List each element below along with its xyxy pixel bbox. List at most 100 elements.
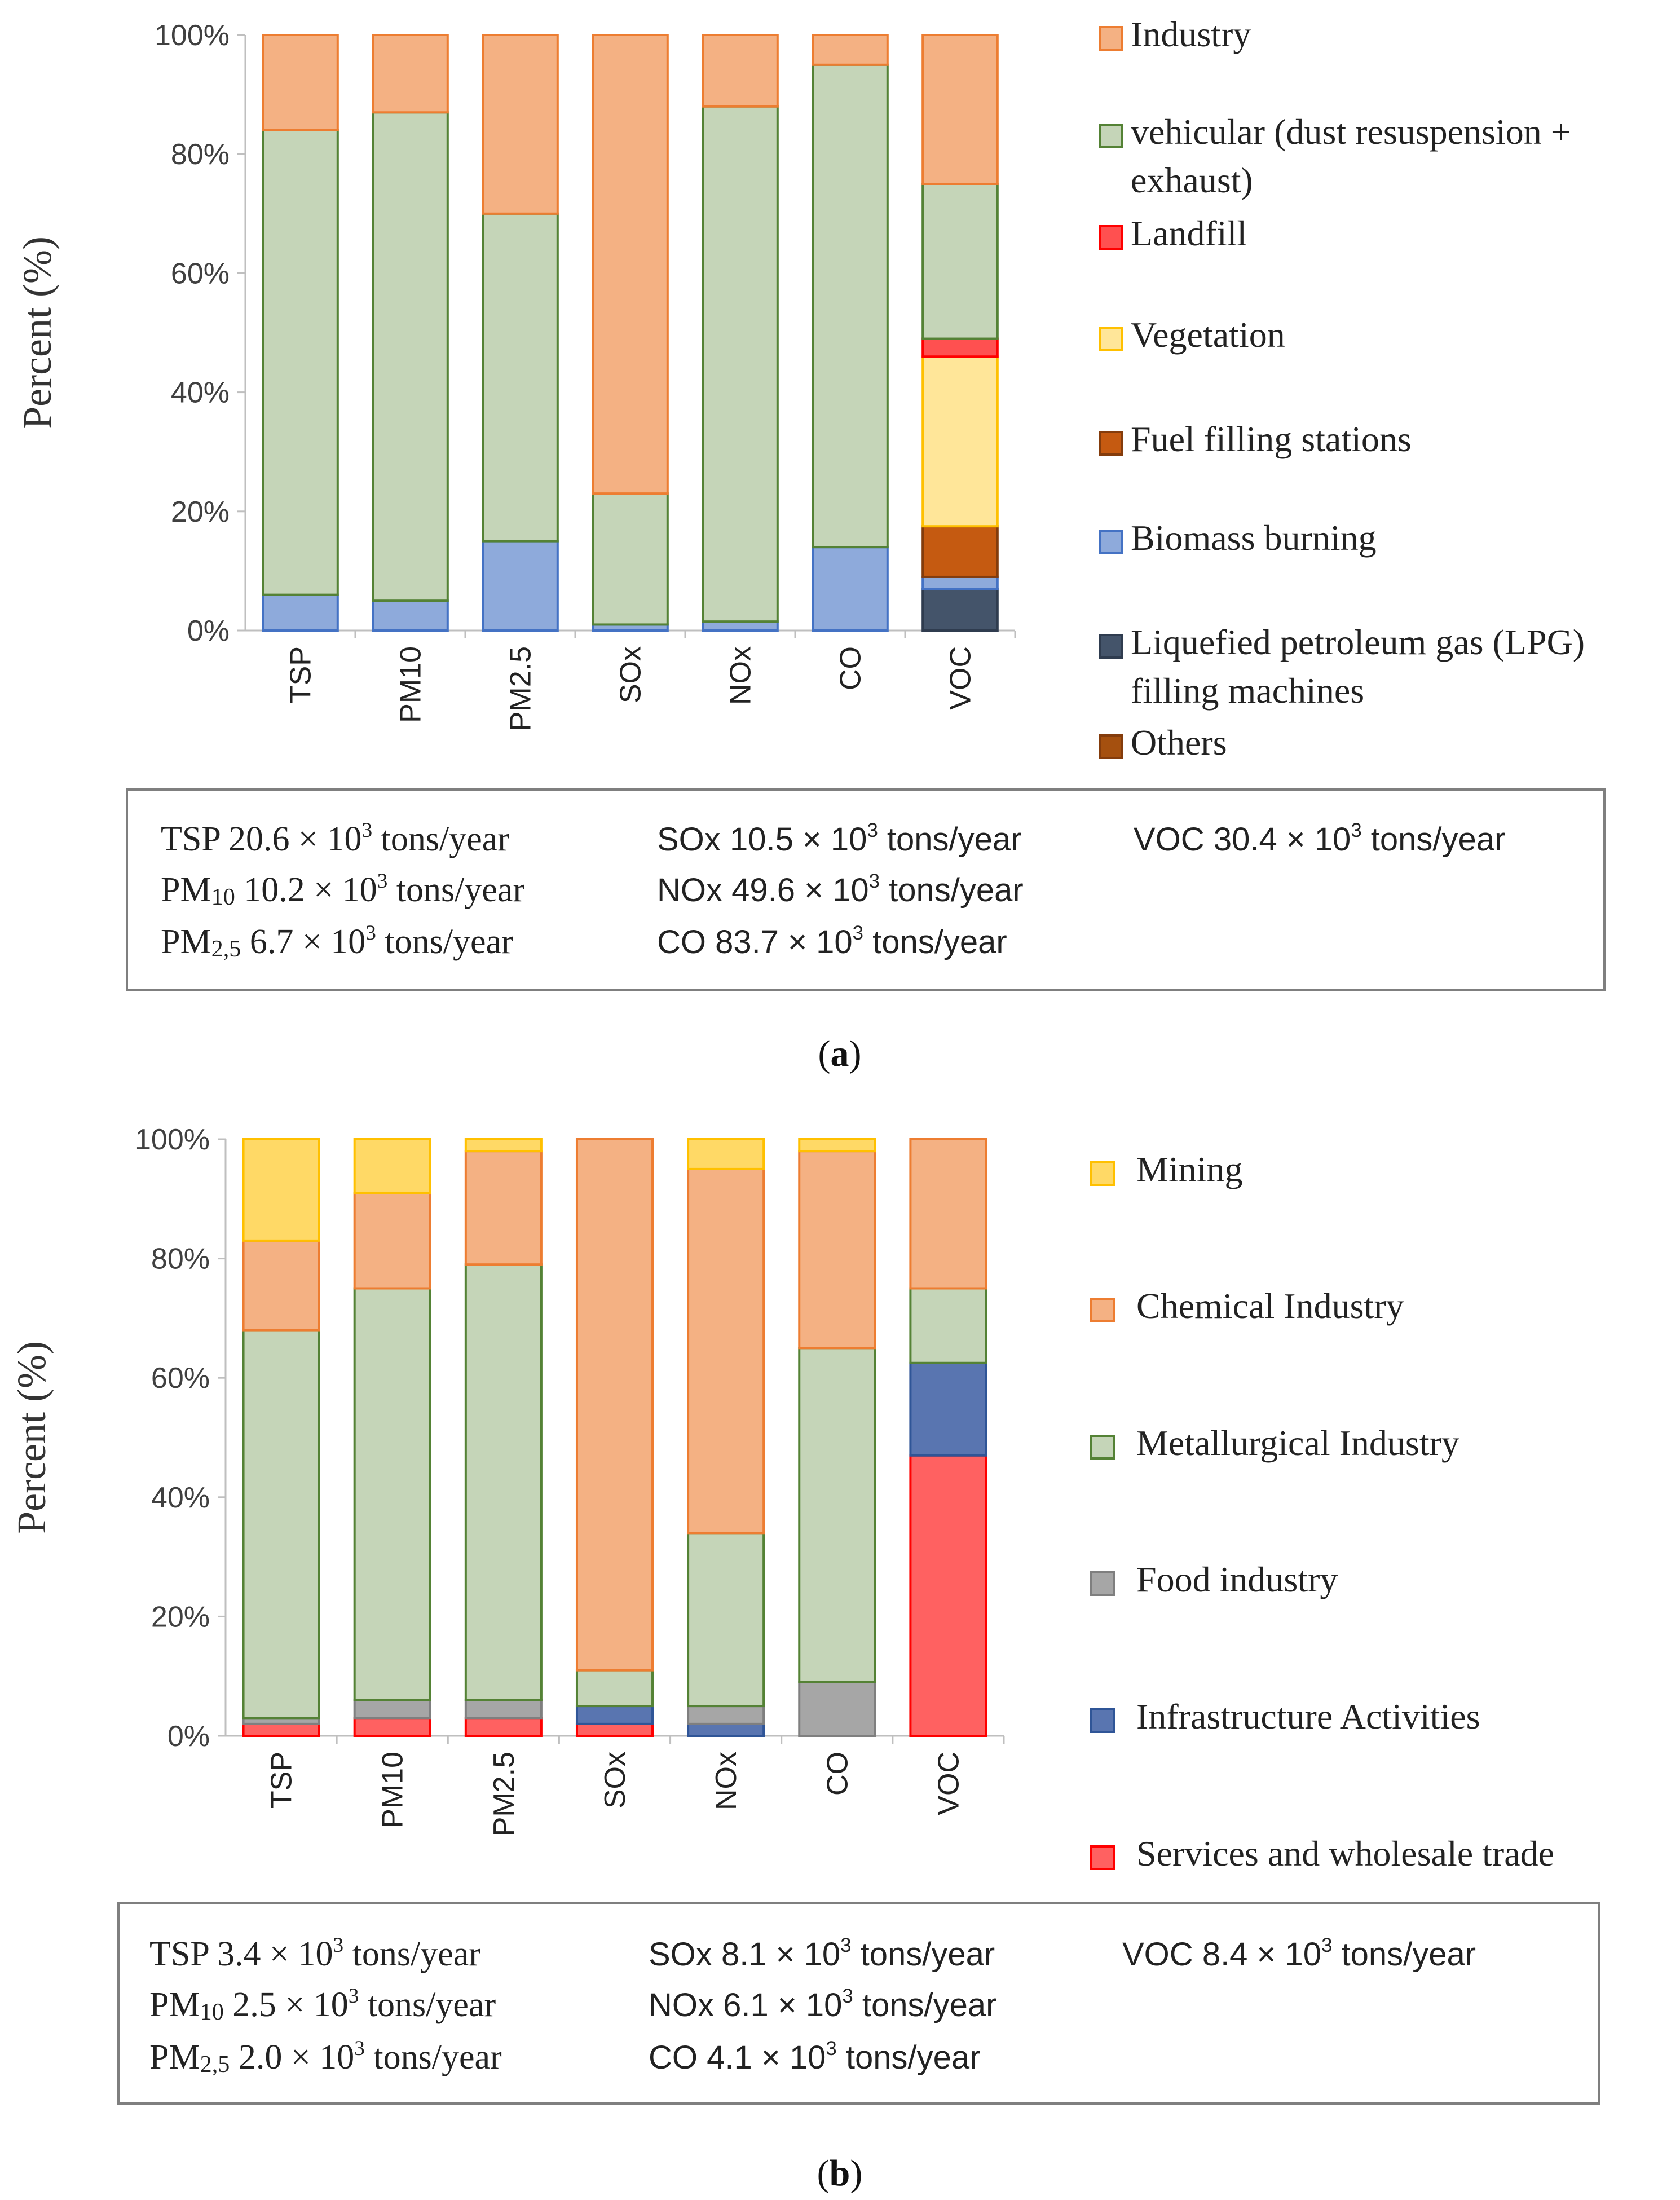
bar-tsp-metallurgical-industry bbox=[242, 1329, 320, 1720]
total-value: 10.2 × 10 bbox=[244, 871, 377, 909]
legend-label-others: Others bbox=[1131, 722, 1227, 762]
x-tick-label-sox: SOx bbox=[615, 646, 647, 703]
y-tick-label: 80% bbox=[171, 138, 230, 171]
total-spacer bbox=[714, 1987, 723, 2023]
total-value: 8.4 × 10 bbox=[1202, 1936, 1321, 1973]
total-spacer bbox=[721, 821, 730, 858]
total-pollutant: PM bbox=[149, 1986, 200, 2024]
total-pollutant: CO bbox=[657, 924, 706, 960]
legend-swatch-vehicular-dust-resuspension bbox=[1099, 124, 1123, 148]
total-value: 30.4 × 10 bbox=[1214, 821, 1351, 858]
legend-swatch-mining bbox=[1090, 1161, 1115, 1186]
legend-label-vehicular-dust-resuspension: vehicular (dust resuspension + bbox=[1131, 112, 1571, 152]
legend-swatch-metallurgical-industry bbox=[1090, 1435, 1115, 1460]
total-unit: tons/year bbox=[376, 923, 513, 961]
x-tick-label-pm10: PM10 bbox=[377, 1752, 409, 1828]
total-exponent: 3 bbox=[349, 1985, 359, 2008]
total-pollutant: NOx bbox=[657, 872, 722, 909]
bar-pm2-5-biomass-burning bbox=[482, 540, 559, 632]
total-unit: tons/year bbox=[387, 871, 524, 909]
bar-pm2-5-services-and-wholesale-trade bbox=[464, 1717, 543, 1738]
x-tick-label-tsp: TSP bbox=[266, 1752, 298, 1809]
total-spacer bbox=[698, 2039, 707, 2076]
total-pollutant-subscript: 10 bbox=[200, 1999, 224, 2025]
bar-nox-metallurgical-industry bbox=[687, 1532, 765, 1708]
total-value: 2.0 × 10 bbox=[239, 2038, 354, 2076]
total-value: 6.1 × 10 bbox=[723, 1987, 842, 2023]
total-value: 3.4 × 10 bbox=[217, 1935, 333, 1973]
total-unit: tons/year bbox=[359, 1986, 496, 2024]
bar-tsp-vehicular-dust-resuspension-exhaust bbox=[262, 129, 339, 596]
total-pollutant: VOC bbox=[1134, 821, 1205, 858]
total-spacer bbox=[209, 1935, 218, 1973]
bar-voc-biomass-burning bbox=[921, 575, 999, 590]
bar-tsp-biomass-burning bbox=[262, 593, 339, 632]
total-exponent: 3 bbox=[365, 922, 376, 945]
y-tick-label: 40% bbox=[171, 377, 230, 409]
bar-sox-vehicular-dust-resuspension-exhaust bbox=[592, 492, 669, 626]
bar-co-food-industry bbox=[798, 1681, 876, 1738]
legend-label-liquefied-petroleum-gas-lpg-line2: filling machines bbox=[1131, 671, 1364, 711]
bar-tsp-industry bbox=[262, 34, 339, 131]
bar-co-vehicular-dust-resuspension-exhaust bbox=[812, 63, 889, 549]
legend-label-metallurgical-industry: Metallurgical Industry bbox=[1136, 1423, 1459, 1463]
bar-pm2-5-food-industry bbox=[464, 1699, 543, 1720]
bar-pm10-chemical-industry bbox=[353, 1192, 431, 1290]
legend-label-infrastructure-activities: Infrastructure Activities bbox=[1136, 1696, 1480, 1736]
total-exponent: 3 bbox=[1351, 819, 1361, 841]
figure-caption-letter: a bbox=[831, 1033, 849, 1074]
total-pollutant: PM bbox=[149, 2038, 200, 2076]
bar-pm2-5-industry bbox=[482, 34, 559, 215]
total-co: CO 83.7 × 103 tons/year bbox=[657, 922, 1007, 960]
y-axis-label: Percent (%) bbox=[9, 1341, 54, 1534]
total-sox: SOx 8.1 × 103 tons/year bbox=[649, 1934, 995, 1973]
total-voc: VOC 30.4 × 103 tons/year bbox=[1134, 819, 1505, 858]
bar-pm10-services-and-wholesale-trade bbox=[353, 1717, 431, 1738]
figure-a: 0% 20% 40% 60% 80% 100% Percent (%) TSP PM10 PM2.… bbox=[15, 14, 1606, 1074]
total-pollutant: PM bbox=[161, 923, 211, 961]
total-sox: SOx 10.5 × 103 tons/year bbox=[657, 819, 1021, 858]
legend-label-vegetation: Vegetation bbox=[1131, 315, 1285, 355]
legend-label-chemical-industry: Chemical Industry bbox=[1136, 1286, 1404, 1326]
legend-swatch-industry bbox=[1099, 26, 1123, 51]
total-spacer bbox=[235, 871, 244, 909]
total-exponent: 3 bbox=[333, 1934, 344, 1957]
total-tsp: TSP 3.4 × 103 tons/year bbox=[149, 1934, 480, 1973]
legend-swatch-others bbox=[1099, 734, 1123, 759]
total-exponent: 3 bbox=[853, 922, 863, 944]
total-exponent: 3 bbox=[354, 2037, 365, 2060]
total-spacer bbox=[1205, 821, 1214, 858]
total-pm10: PM10 10.2 × 103 tons/year bbox=[161, 870, 524, 910]
legend-label-liquefied-petroleum-gas-lpg: Liquefied petroleum gas (LPG) bbox=[1131, 622, 1585, 662]
bar-pm2-5-chemical-industry bbox=[464, 1150, 543, 1266]
legend-swatch-biomass-burning bbox=[1099, 530, 1123, 554]
total-exponent: 3 bbox=[1321, 1934, 1332, 1956]
total-exponent: 3 bbox=[869, 870, 880, 892]
total-spacer bbox=[224, 1986, 233, 2024]
y-tick-label: 40% bbox=[151, 1482, 210, 1514]
bar-nox-food-industry bbox=[687, 1705, 765, 1725]
total-pollutant-subscript: 2,5 bbox=[211, 936, 241, 962]
x-tick-label-nox: NOx bbox=[725, 646, 757, 705]
total-value: 8.1 × 10 bbox=[721, 1936, 840, 1973]
figure-caption: (b) bbox=[817, 2153, 863, 2194]
legend-swatch-landfill bbox=[1099, 225, 1123, 250]
bar-sox-industry bbox=[592, 34, 669, 495]
y-tick-label: 20% bbox=[151, 1601, 210, 1633]
legend-swatch-vegetation bbox=[1099, 327, 1123, 351]
legend-swatch-infrastructure-activities bbox=[1090, 1708, 1115, 1733]
bar-tsp-services-and-wholesale-trade bbox=[242, 1722, 320, 1737]
total-unit: tons/year bbox=[880, 872, 1024, 909]
total-pollutant: SOx bbox=[649, 1936, 712, 1973]
total-unit: tons/year bbox=[853, 1987, 997, 2023]
total-spacer bbox=[230, 2038, 239, 2076]
bar-co-biomass-burning bbox=[812, 546, 889, 632]
x-tick-label-nox: NOx bbox=[710, 1752, 743, 1810]
total-spacer bbox=[722, 872, 731, 909]
legend-swatch-liquefied-petroleum-gas-lpg bbox=[1099, 634, 1123, 659]
total-spacer bbox=[241, 923, 250, 961]
bar-voc-services-and-wholesale-trade bbox=[909, 1454, 987, 1737]
bar-co-mining bbox=[798, 1138, 876, 1153]
legend-label-industry: Industry bbox=[1131, 14, 1251, 54]
total-value: 49.6 × 10 bbox=[731, 872, 869, 909]
